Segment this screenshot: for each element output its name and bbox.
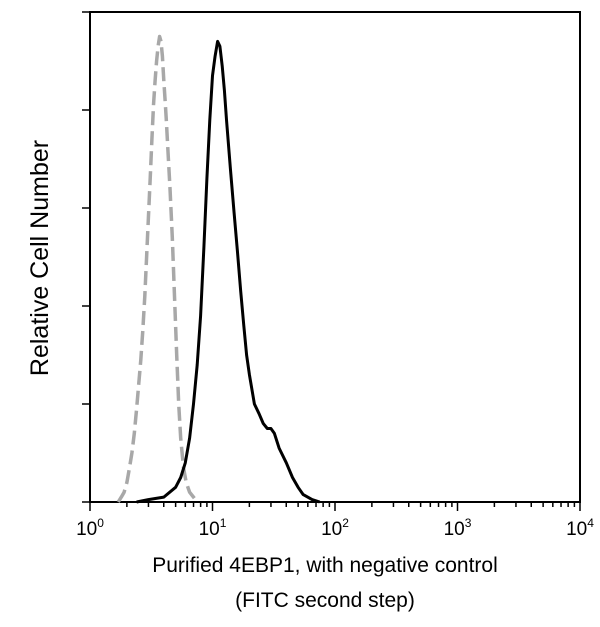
histogram-series [116, 34, 321, 504]
sample-curve [136, 39, 321, 504]
x-tick-label: 102 [321, 516, 349, 540]
plot-frame [89, 11, 581, 503]
x-axis-tick-labels: 100 101 102 103 104 [76, 516, 594, 540]
x-axis-title-line2: (FITC second step) [235, 589, 415, 612]
x-tick-label: 100 [76, 516, 104, 540]
x-tick-label: 101 [199, 516, 227, 540]
x-tick-label: 104 [566, 516, 594, 540]
negative-control-curve [116, 34, 199, 504]
x-tick-label: 103 [444, 516, 472, 540]
x-axis-title: Purified 4EBP1, with negative control [152, 554, 498, 577]
y-axis-ticks [82, 11, 90, 503]
y-axis-title: Relative Cell Number [26, 140, 54, 376]
x-axis-ticks [89, 502, 581, 511]
